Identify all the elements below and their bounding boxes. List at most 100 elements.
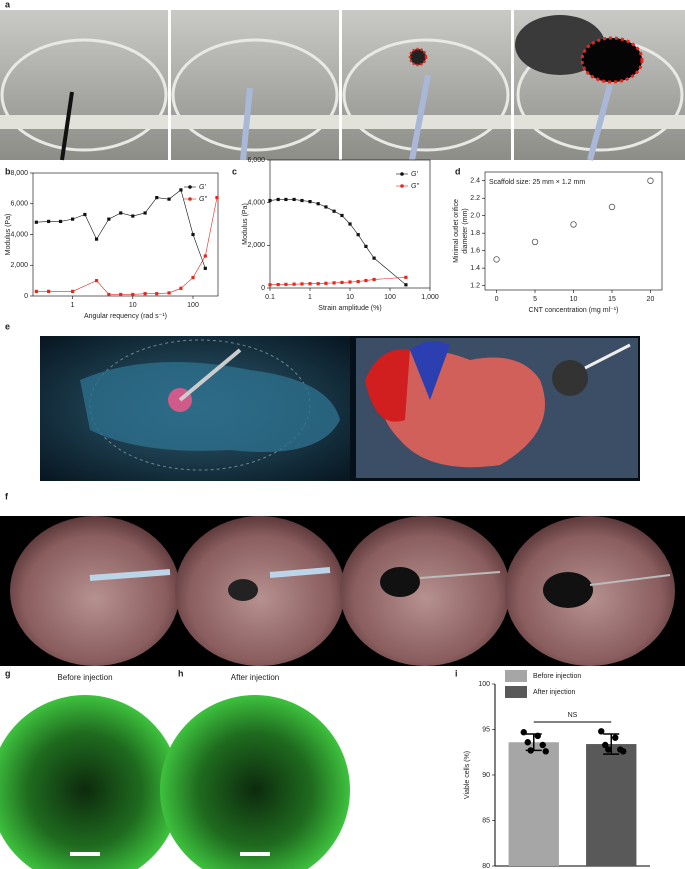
point	[191, 275, 195, 280]
point	[404, 283, 408, 287]
x-tick-label: 15	[608, 296, 616, 303]
point	[364, 278, 368, 283]
y-tick-label: 1.2	[470, 282, 480, 289]
point	[34, 289, 38, 293]
point	[647, 177, 654, 184]
panel-label: b	[5, 166, 11, 176]
panel-labels: a b c d e f g h i	[5, 0, 461, 678]
point	[70, 289, 75, 293]
y-tick-label: 90	[482, 772, 490, 779]
legend-swatch	[505, 686, 527, 698]
point	[340, 213, 344, 218]
point	[167, 197, 171, 201]
point	[308, 282, 312, 286]
data-point	[598, 728, 605, 735]
y-axis-label: Viable cells (%)	[464, 751, 471, 799]
data-point	[520, 729, 527, 736]
y-tick-label: 1.6	[470, 248, 480, 255]
y-tick-label: 6,000	[10, 201, 28, 208]
series-line	[269, 277, 406, 286]
photo-row-a	[0, 10, 685, 161]
point	[47, 219, 51, 224]
x-tick-label: 5	[533, 296, 537, 303]
point	[47, 289, 51, 293]
point	[155, 196, 159, 200]
y-tick-label: 2,000	[10, 262, 28, 269]
data-point	[539, 741, 546, 749]
y-tick-label: 2.0	[470, 213, 480, 220]
point	[143, 211, 147, 215]
image-title: Before injection	[57, 673, 112, 682]
point	[276, 282, 280, 287]
y-tick-label: 80	[482, 863, 490, 869]
y-tick-label: 8,000	[10, 170, 28, 177]
illustration-e	[40, 336, 640, 481]
data-point	[542, 748, 549, 755]
x-tick-label: 100	[384, 294, 396, 301]
point	[348, 280, 352, 284]
y-tick-label: 4,000	[10, 231, 28, 238]
point	[83, 212, 87, 217]
legend-label: G″	[199, 196, 207, 203]
point	[284, 282, 288, 286]
point	[143, 292, 147, 296]
series-line	[36, 197, 218, 295]
y-tick-label: 1.4	[470, 265, 480, 272]
legend-marker	[188, 185, 192, 189]
point	[94, 279, 99, 283]
series-line	[36, 189, 206, 269]
y-axis-label: Minimal outlet orifice	[453, 199, 460, 263]
x-tick-label: 0.1	[265, 294, 275, 301]
point	[131, 214, 135, 218]
point	[608, 203, 616, 211]
x-tick-label: 1	[308, 294, 312, 301]
point	[119, 292, 123, 297]
point	[324, 205, 328, 209]
y-tick-label: 0	[24, 293, 28, 300]
x-axis-label: Strain amplitude (%)	[318, 305, 381, 312]
data-point	[612, 734, 619, 741]
panel-label: a	[5, 0, 11, 9]
x-tick-label: 20	[647, 296, 655, 303]
point	[316, 202, 320, 206]
point	[292, 282, 296, 286]
legend-label: G′	[199, 184, 206, 191]
point	[131, 292, 135, 297]
panel-label: d	[455, 166, 461, 176]
point	[119, 211, 123, 215]
plot-frame	[32, 172, 219, 297]
y-tick-label: 2.4	[470, 178, 480, 185]
panel-label: f	[5, 491, 9, 501]
panel-label: h	[178, 668, 184, 678]
panel-label: c	[232, 166, 237, 176]
y-tick-label: 0	[261, 285, 265, 292]
point	[316, 282, 320, 286]
x-tick-label: 10	[129, 302, 137, 309]
point	[292, 197, 296, 202]
x-axis-label: CNT concentration (mg ml⁻¹)	[529, 307, 619, 314]
legend-marker	[400, 184, 404, 188]
legend-label: G″	[411, 183, 419, 190]
point	[300, 198, 304, 203]
panel-label: g	[5, 668, 11, 678]
endoscopy-f	[0, 516, 685, 666]
y-tick-label: 6,000	[247, 157, 265, 164]
legend-label: After injection	[533, 689, 576, 696]
legend-label: Before injection	[533, 673, 581, 680]
point	[203, 254, 207, 258]
panel-label: e	[5, 321, 10, 331]
point	[308, 200, 312, 204]
legend-swatch	[505, 670, 527, 682]
x-tick-label: 10	[570, 296, 578, 303]
annotation: Scaffold size: 25 mm × 1.2 mm	[489, 179, 585, 186]
y-axis-label: Modulus (Pa)	[5, 214, 12, 256]
point	[203, 266, 207, 270]
fluorescence-images: Before injection After injection	[0, 673, 350, 869]
point	[340, 280, 344, 285]
point	[94, 237, 99, 241]
x-tick-label: 100	[187, 302, 199, 309]
y-tick-label: 95	[482, 726, 490, 733]
point	[107, 292, 111, 297]
y-tick-label: 2,000	[247, 242, 265, 249]
point	[179, 286, 183, 290]
